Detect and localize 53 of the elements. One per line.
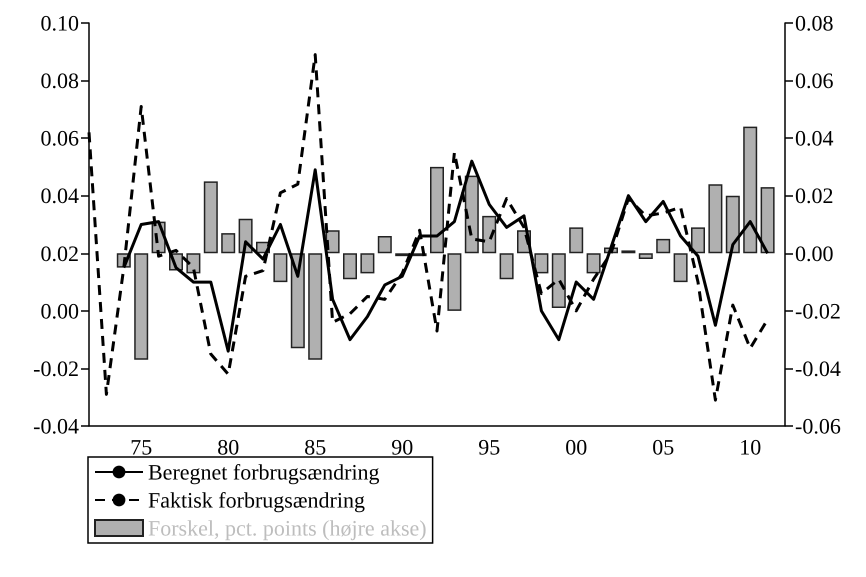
bar (464, 176, 479, 254)
y-tick-label: 0.04 (40, 183, 79, 208)
x-tick-label: 75 (130, 434, 152, 460)
bar (569, 227, 584, 254)
y-tick-label: 0.00 (40, 298, 79, 324)
bar (743, 126, 758, 254)
bar (500, 253, 514, 280)
x-tick-label: 85 (304, 434, 326, 460)
x-tick-label: 80 (217, 434, 240, 460)
y2-tick-label: 0.00 (795, 240, 834, 266)
y-tick-label: -0.02 (33, 356, 79, 381)
y2-tick-label: 0.08 (795, 10, 834, 36)
bar (708, 184, 722, 254)
bar (674, 253, 688, 282)
x-tick-label: 00 (565, 434, 588, 460)
legend-label: Forskel, pct. points (højre akse) (148, 516, 427, 540)
bar (638, 253, 653, 260)
y2-tick-label: 0.02 (795, 183, 834, 208)
x-tick-label: 95 (478, 434, 500, 460)
bar (378, 236, 392, 254)
y-tick-label: -0.04 (33, 414, 79, 438)
y-tick-label: 0.06 (40, 126, 79, 151)
bar (760, 187, 775, 254)
bar (482, 216, 496, 254)
y-tick-label: 0.08 (40, 68, 79, 94)
x-tick-label: 90 (391, 434, 414, 460)
legend-label: Beregnet forbrugsændring (148, 460, 380, 484)
bar (447, 253, 462, 311)
y2-tick-label: 0.04 (795, 126, 834, 151)
bar (726, 196, 740, 254)
bar (308, 253, 322, 360)
bar (534, 253, 548, 274)
y-tick-label: 0.10 (40, 10, 79, 36)
legend-label: Faktisk forbrugsændring (148, 488, 365, 512)
y2-tick-label: -0.04 (795, 356, 841, 381)
x-tick-label: 10 (739, 434, 762, 460)
bar (691, 227, 705, 254)
bar (221, 233, 236, 254)
bar (186, 253, 200, 274)
x-tick-label: 05 (652, 434, 674, 460)
bar (586, 253, 601, 274)
bar (656, 238, 670, 254)
y-tick-label: 0.02 (40, 240, 79, 266)
y2-tick-label: -0.06 (795, 414, 841, 438)
bar (273, 253, 288, 282)
bar (204, 181, 218, 254)
bar (343, 253, 357, 280)
bar (134, 253, 148, 360)
y2-tick-label: 0.06 (795, 68, 834, 94)
bar (552, 253, 566, 308)
bar (430, 166, 444, 254)
y2-tick-label: -0.02 (795, 298, 841, 324)
bar (360, 253, 374, 274)
